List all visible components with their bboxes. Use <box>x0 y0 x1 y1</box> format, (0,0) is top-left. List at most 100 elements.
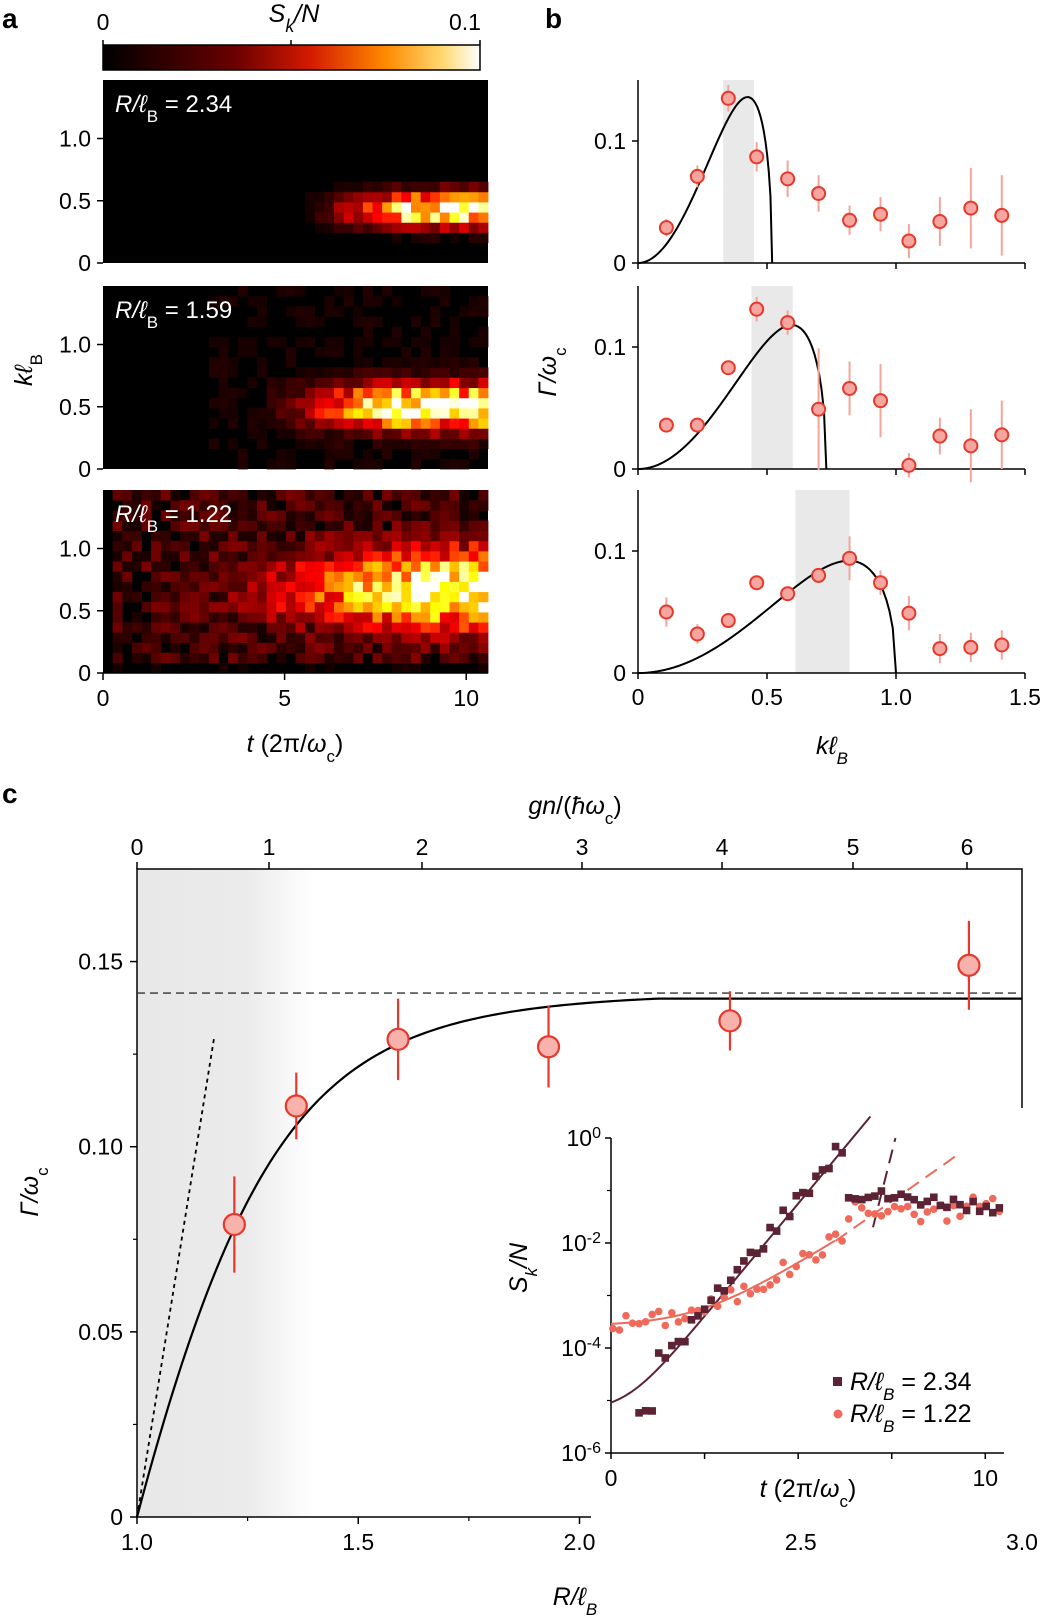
heatmap-cell <box>430 212 441 223</box>
heatmap-cell <box>324 601 335 613</box>
data-point <box>963 200 979 216</box>
heatmap-cell <box>160 561 171 572</box>
heatmap-cell <box>237 571 248 582</box>
heatmap-cell <box>391 181 402 193</box>
heatmap-cell <box>324 418 335 429</box>
heatmap-cell <box>478 490 489 501</box>
heatmap-cell <box>247 520 258 532</box>
heatmap-cell <box>353 191 364 203</box>
heatmap-cell <box>170 510 181 521</box>
heatmap-cell <box>478 232 489 244</box>
heatmap-cell <box>151 561 162 572</box>
heatmap-cell <box>237 347 248 358</box>
heatmap-cell <box>199 622 210 633</box>
heatmap-cell <box>257 530 268 542</box>
heatmap-cell <box>180 520 191 532</box>
heatmap-cell <box>141 581 152 593</box>
heatmap-cell <box>334 181 345 193</box>
heatmap-cell <box>468 377 479 389</box>
heatmap-cell <box>372 632 383 643</box>
heatmap-cell <box>478 202 489 213</box>
heatmap-cell <box>131 622 142 633</box>
heatmap-cell <box>305 561 316 572</box>
heatmap-cell <box>334 347 345 358</box>
heatmap-cell <box>247 581 258 593</box>
heatmap-cell <box>439 212 450 223</box>
top-x-tick-label: 3 <box>576 834 589 860</box>
heatmap-cell <box>237 458 248 470</box>
heatmap-cell <box>208 357 219 368</box>
heatmap-cell <box>334 500 345 511</box>
heatmap-cell <box>170 500 181 511</box>
heatmap-cell <box>391 387 402 399</box>
heatmap-cell <box>218 510 229 521</box>
heatmap-cell <box>314 202 325 213</box>
series-2-34-point <box>969 1197 977 1206</box>
heatmap-cell <box>228 632 239 643</box>
heatmap-cell <box>430 232 441 244</box>
heatmap-cell <box>131 561 142 572</box>
heatmap-cell <box>411 408 422 419</box>
heatmap-cell <box>478 367 489 378</box>
heatmap-cell <box>228 591 239 603</box>
heatmap-cell <box>305 652 316 664</box>
heatmap-cell <box>208 510 219 521</box>
heatmap-cell <box>468 540 479 552</box>
heatmap-cell <box>439 357 450 368</box>
heatmap-cell <box>411 397 422 409</box>
heatmap-cell <box>112 540 123 552</box>
heatmap-cell <box>478 428 489 439</box>
heatmap-cell <box>382 418 393 429</box>
heatmap-cell <box>305 601 316 613</box>
heatmap-cell <box>459 642 470 654</box>
series-2-34-point <box>936 1201 945 1210</box>
data-point <box>932 641 948 657</box>
heatmap-cell <box>237 490 248 501</box>
heatmap-cell <box>439 336 450 348</box>
series-1-22-point <box>674 1318 683 1326</box>
x-tick-label: 1.0 <box>121 1529 153 1555</box>
series-2-34-point <box>753 1249 761 1258</box>
heatmap-cell <box>228 397 239 409</box>
x-tick-label: 0 <box>97 685 110 711</box>
heatmap-cell <box>353 418 364 429</box>
heatmap-cell <box>439 520 450 532</box>
heatmap-cell <box>257 316 268 328</box>
heatmap-cell <box>314 428 325 439</box>
heatmap-cell <box>353 397 364 409</box>
heatmap-cell <box>459 397 470 409</box>
heatmap-cell <box>362 357 373 368</box>
heatmap-cell <box>189 500 200 511</box>
heatmap-cell <box>218 662 229 674</box>
heatmap-label-1: R/ℓB = 2.34 <box>115 91 232 126</box>
heatmap-cell <box>160 601 171 613</box>
heatmap-cell <box>372 316 383 328</box>
heatmap-cell <box>180 571 191 582</box>
heatmap-cell <box>189 561 200 572</box>
series-1-22-point <box>766 1281 774 1289</box>
heatmap-cell <box>362 296 373 307</box>
series-1-22-point <box>956 1212 964 1221</box>
heatmap-cell <box>353 500 364 511</box>
heatmap-cell <box>478 191 489 203</box>
heatmap-cell <box>362 490 373 501</box>
heatmap-cell <box>362 540 373 552</box>
heatmap-cell <box>411 448 422 460</box>
heatmap-cell <box>324 561 335 572</box>
heatmap-cell <box>180 551 191 562</box>
series-1-22-point <box>897 1205 905 1213</box>
heatmap-cell <box>401 397 412 409</box>
heatmap-cell <box>112 571 123 582</box>
heatmap-cell <box>430 387 441 399</box>
series-2-34-point <box>857 1195 866 1204</box>
heatmap-cell <box>401 642 412 654</box>
heatmap-cell <box>266 500 277 511</box>
heatmap-cell <box>160 540 171 552</box>
heatmap-cell <box>362 387 373 399</box>
heatmap-cell <box>468 202 479 213</box>
heatmap-cell <box>343 612 354 623</box>
series-2-34-point <box>792 1191 801 1200</box>
heatmap-cell <box>257 612 268 623</box>
heatmap-cell <box>439 622 450 633</box>
